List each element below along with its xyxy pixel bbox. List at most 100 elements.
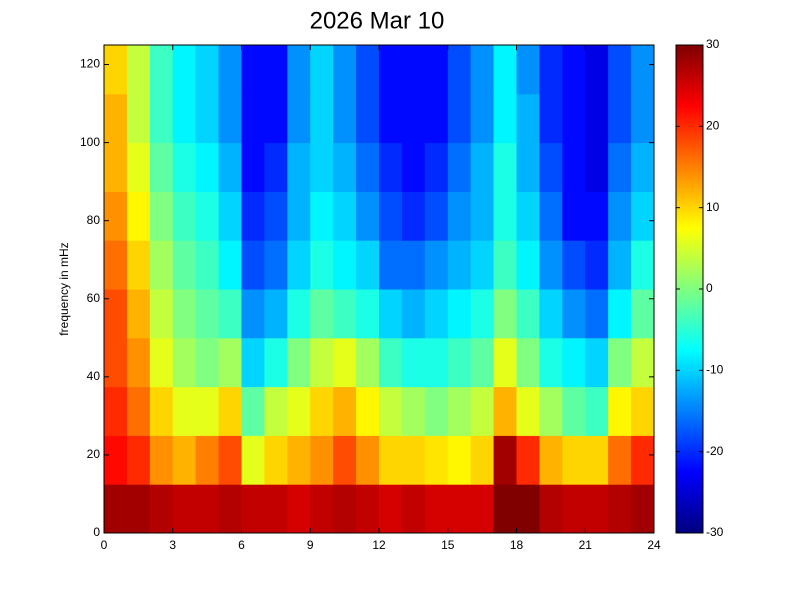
heat-cell bbox=[310, 142, 334, 192]
heat-cell bbox=[562, 484, 586, 534]
heat-cell bbox=[401, 45, 426, 95]
heat-cell bbox=[401, 191, 426, 241]
heat-cell bbox=[356, 45, 380, 95]
heat-cell bbox=[470, 435, 495, 485]
heat-cell bbox=[424, 45, 449, 95]
heat-cell bbox=[218, 435, 242, 485]
colorbar-tick-label: -10 bbox=[706, 363, 724, 377]
heat-cell bbox=[241, 191, 265, 241]
heat-cell bbox=[241, 386, 265, 436]
heat-cell bbox=[287, 240, 311, 290]
heat-cell bbox=[562, 45, 586, 95]
heat-cell bbox=[356, 484, 380, 534]
heat-cell bbox=[608, 435, 632, 485]
heat-cell bbox=[539, 435, 563, 485]
heat-cell bbox=[287, 289, 311, 339]
heat-cell bbox=[562, 289, 586, 339]
heat-cell bbox=[333, 289, 357, 339]
heat-cell bbox=[401, 240, 426, 290]
colorbar-tick-label: -30 bbox=[706, 525, 724, 539]
heat-cell bbox=[447, 386, 472, 436]
heat-cell bbox=[470, 240, 495, 290]
heat-cell bbox=[218, 484, 242, 534]
heat-cell bbox=[562, 435, 586, 485]
heat-cell bbox=[631, 337, 655, 388]
heat-cell bbox=[149, 93, 174, 144]
heat-cell bbox=[241, 289, 265, 339]
heat-cell bbox=[447, 337, 472, 388]
heat-cell bbox=[356, 93, 380, 144]
heat-cell bbox=[310, 484, 334, 534]
heat-cell bbox=[264, 142, 288, 192]
heat-cell bbox=[493, 240, 517, 290]
heat-cell bbox=[631, 289, 655, 339]
heat-cell bbox=[493, 93, 517, 144]
heat-cell bbox=[539, 484, 563, 534]
colorbar-tick-label: -20 bbox=[706, 444, 724, 458]
colorbar-tick-label: 20 bbox=[706, 119, 720, 133]
heat-cell bbox=[379, 93, 403, 144]
heat-cell bbox=[516, 337, 540, 388]
heat-cell bbox=[149, 191, 174, 241]
heat-cell bbox=[516, 289, 540, 339]
heat-cell bbox=[172, 484, 197, 534]
heat-cell bbox=[631, 435, 655, 485]
heat-cell bbox=[608, 484, 632, 534]
heat-cell bbox=[493, 142, 517, 192]
heat-cell bbox=[539, 337, 563, 388]
heat-cell bbox=[562, 386, 586, 436]
heat-cell bbox=[562, 93, 586, 144]
x-tick-label: 15 bbox=[441, 538, 455, 552]
heat-cell bbox=[104, 337, 128, 388]
heat-cell bbox=[241, 93, 265, 144]
heat-cell bbox=[149, 484, 174, 534]
x-tick-label: 9 bbox=[307, 538, 314, 552]
heat-cell bbox=[104, 484, 128, 534]
heat-cell bbox=[539, 142, 563, 192]
heat-cell bbox=[379, 435, 403, 485]
heat-cell bbox=[333, 240, 357, 290]
heat-cell bbox=[264, 240, 288, 290]
heat-cell bbox=[470, 386, 495, 436]
x-tick-label: 12 bbox=[372, 538, 386, 552]
heat-cell bbox=[356, 240, 380, 290]
heat-cell bbox=[149, 386, 174, 436]
heat-cell bbox=[447, 435, 472, 485]
heat-cell bbox=[333, 435, 357, 485]
heat-cell bbox=[493, 45, 517, 95]
heat-cell bbox=[608, 142, 632, 192]
heat-cell bbox=[470, 289, 495, 339]
heat-cell bbox=[104, 45, 128, 95]
heat-cell bbox=[333, 45, 357, 95]
heat-cell bbox=[287, 191, 311, 241]
heat-cell bbox=[218, 289, 242, 339]
heat-cell bbox=[218, 191, 242, 241]
heat-cell bbox=[241, 240, 265, 290]
heat-cell bbox=[562, 191, 586, 241]
heat-cell bbox=[149, 435, 174, 485]
heat-cell bbox=[104, 435, 128, 485]
heat-cell bbox=[126, 93, 151, 144]
heat-cell bbox=[424, 386, 449, 436]
heat-cell bbox=[126, 240, 151, 290]
heat-cell bbox=[631, 191, 655, 241]
heat-cell bbox=[287, 484, 311, 534]
heat-cell bbox=[631, 484, 655, 534]
heat-cell bbox=[126, 435, 151, 485]
heat-cell bbox=[424, 93, 449, 144]
heat-cell bbox=[104, 289, 128, 339]
heat-cell bbox=[608, 386, 632, 436]
y-tick-label: 20 bbox=[87, 447, 101, 461]
heat-cell bbox=[287, 93, 311, 144]
heat-cell bbox=[516, 191, 540, 241]
y-tick-label: 120 bbox=[80, 57, 100, 71]
heat-cell bbox=[149, 45, 174, 95]
heat-cell bbox=[241, 45, 265, 95]
heat-cell bbox=[264, 289, 288, 339]
heat-cell bbox=[310, 93, 334, 144]
heat-cell bbox=[608, 289, 632, 339]
x-tick-label: 6 bbox=[238, 538, 245, 552]
heat-cell bbox=[493, 337, 517, 388]
heat-cell bbox=[172, 289, 197, 339]
